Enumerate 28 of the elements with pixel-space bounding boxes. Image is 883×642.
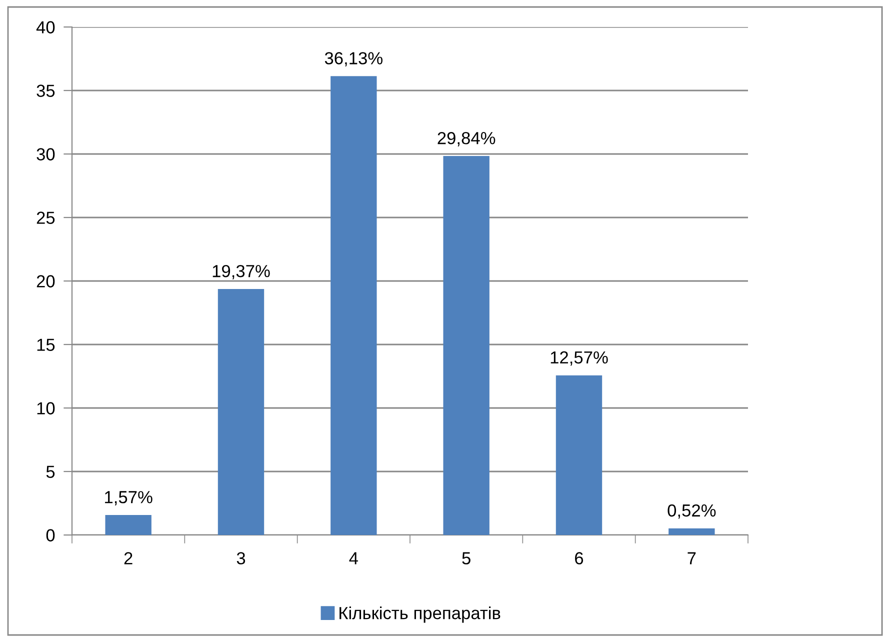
y-tick-label: 20 [36, 275, 55, 288]
x-tick-label: 5 [462, 552, 470, 564]
x-tick-label: 7 [688, 552, 696, 564]
y-tick-label: 35 [36, 84, 55, 97]
x-tick-label: 3 [236, 552, 246, 564]
bar [218, 289, 264, 535]
bar [443, 156, 490, 535]
y-tick-label: 5 [46, 466, 55, 478]
data-label: 12,57% [550, 351, 608, 366]
x-tick-label: 6 [575, 552, 584, 564]
bar [330, 76, 377, 535]
bar [668, 528, 715, 535]
legend-label: Кількість препаратів [340, 606, 500, 623]
y-tick-label: 30 [36, 148, 55, 160]
y-tick-label: 0 [46, 529, 55, 542]
data-label: 29,84% [438, 132, 496, 146]
data-label: 19,37% [212, 264, 270, 280]
y-tick-label: 10 [37, 402, 55, 414]
x-tick-label: 4 [349, 552, 358, 564]
data-label: 1,57% [105, 491, 152, 506]
data-label: 0,52% [668, 504, 716, 519]
y-tick-label: 40 [36, 21, 55, 34]
y-tick-label: 15 [37, 338, 55, 351]
data-label: 36,13% [324, 52, 382, 66]
bar [556, 375, 602, 535]
bar [105, 515, 152, 535]
y-tick-label: 25 [36, 212, 55, 224]
x-tick-label: 2 [124, 552, 132, 564]
